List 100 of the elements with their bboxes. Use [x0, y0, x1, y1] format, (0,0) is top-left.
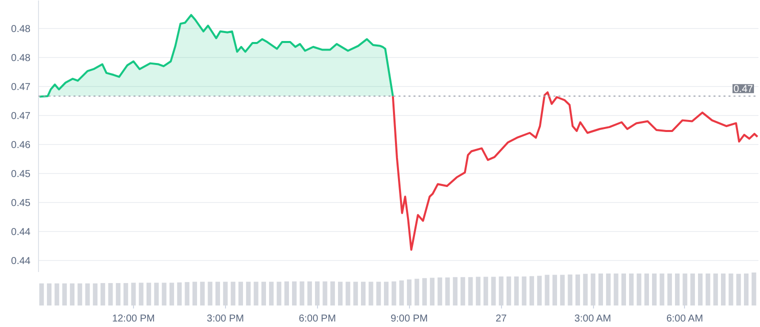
bar	[92, 283, 98, 306]
bar	[675, 273, 680, 306]
bar	[154, 282, 159, 306]
bar	[583, 274, 588, 306]
bar	[78, 283, 82, 306]
bar	[636, 273, 642, 306]
bar	[376, 282, 381, 306]
x-tick-label: 9:00 PM	[390, 314, 428, 324]
bar	[39, 283, 44, 306]
bar	[522, 276, 526, 306]
bar	[598, 273, 604, 306]
bar	[238, 282, 244, 306]
bar	[452, 277, 458, 306]
bar	[706, 273, 710, 306]
bar	[169, 282, 174, 306]
bar	[506, 276, 512, 306]
bar	[529, 276, 534, 306]
bar	[399, 280, 404, 306]
y-tick-label: 0.47	[11, 82, 31, 93]
bar	[430, 278, 434, 306]
bar	[575, 274, 580, 306]
bar	[360, 282, 366, 306]
bar	[468, 277, 473, 306]
bar	[491, 276, 496, 306]
bar	[392, 281, 396, 306]
x-tick-label: 27	[496, 314, 508, 324]
bar	[85, 283, 90, 306]
bar	[208, 282, 212, 306]
bar	[698, 273, 703, 306]
y-tick-label: 0.48	[11, 53, 31, 64]
bar	[728, 273, 734, 306]
bar	[736, 274, 741, 306]
bar	[614, 273, 618, 306]
bar	[276, 282, 282, 306]
x-tick-label: 6:00 PM	[298, 314, 336, 324]
bar	[384, 282, 389, 306]
bar	[484, 276, 488, 306]
bar	[307, 281, 312, 306]
bar	[514, 276, 519, 306]
bar	[660, 273, 664, 306]
y-tick-label: 0.46	[11, 140, 31, 151]
bar	[353, 282, 358, 306]
x-tick-label: 3:00 AM	[574, 314, 612, 324]
x-tick-label: 12:00 PM	[112, 314, 155, 324]
bar	[200, 282, 205, 306]
bar	[100, 283, 106, 306]
bar	[744, 273, 749, 306]
bar	[138, 282, 144, 306]
bar	[108, 283, 113, 306]
bar	[476, 276, 480, 306]
bar	[606, 273, 611, 306]
bar	[368, 282, 374, 306]
bar	[690, 273, 695, 306]
bar	[667, 273, 672, 306]
bar	[568, 274, 572, 306]
bar	[552, 274, 558, 306]
bar	[720, 273, 726, 306]
bar	[230, 282, 236, 306]
bar	[629, 273, 634, 306]
bar	[146, 282, 152, 306]
bar	[284, 281, 289, 306]
bar	[644, 273, 649, 306]
bar	[292, 281, 297, 306]
bar	[300, 281, 304, 306]
bar	[752, 272, 756, 306]
bar	[46, 283, 52, 306]
bar	[438, 277, 442, 306]
bar	[62, 283, 67, 306]
x-tick-label: 3:00 PM	[206, 314, 244, 324]
ref-line-label: 0.47	[734, 84, 754, 96]
bar	[560, 274, 565, 306]
y-tick-label: 0.45	[11, 198, 31, 209]
y-tick-label: 0.44	[11, 226, 31, 238]
y-tick-label: 0.44	[11, 256, 31, 267]
bar	[54, 283, 60, 306]
bar	[422, 278, 427, 306]
bar	[246, 282, 251, 306]
bar	[254, 282, 258, 306]
bar	[116, 283, 120, 306]
bar	[713, 273, 718, 306]
bar	[621, 273, 626, 306]
bar	[184, 282, 190, 306]
bar	[162, 282, 166, 306]
y-tick-label: 0.47	[11, 110, 31, 122]
bar	[652, 273, 657, 306]
bar	[537, 276, 542, 306]
y-tick-label: 0.45	[11, 168, 31, 180]
bar	[269, 282, 274, 306]
bar	[346, 282, 350, 306]
bar	[261, 282, 266, 306]
bar	[177, 282, 182, 306]
bar	[70, 283, 74, 306]
bar	[124, 283, 128, 306]
bar	[445, 277, 450, 306]
bar	[330, 281, 335, 306]
bar	[322, 281, 328, 306]
y-tick-label: 0.48	[11, 24, 31, 36]
bar	[414, 278, 420, 306]
bar	[192, 282, 198, 306]
bar	[544, 274, 550, 306]
